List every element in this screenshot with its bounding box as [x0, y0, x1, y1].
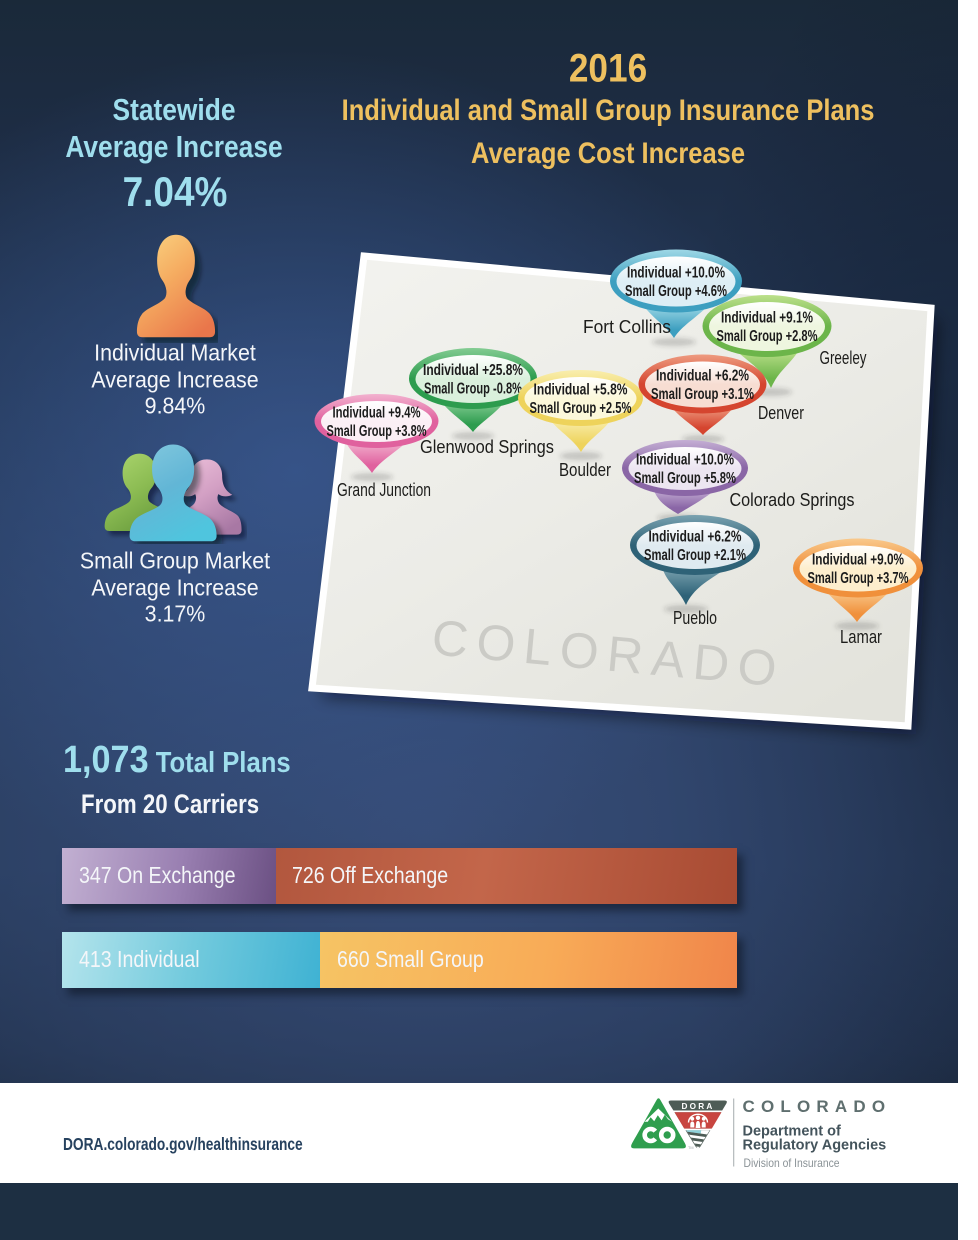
svg-text:Small Group +5.8%: Small Group +5.8%	[634, 470, 736, 487]
svg-text:Individual +9.4%: Individual +9.4%	[333, 405, 421, 422]
svg-text:Boulder: Boulder	[559, 460, 611, 480]
svg-text:Small Group +3.8%: Small Group +3.8%	[327, 423, 427, 440]
svg-text:Fort Collins: Fort Collins	[583, 317, 671, 337]
svg-text:Individual +9.0%: Individual +9.0%	[812, 552, 904, 569]
svg-text:DORA: DORA	[682, 1102, 715, 1111]
svg-text:COLORADO: COLORADO	[743, 1097, 892, 1116]
svg-text:Colorado Springs: Colorado Springs	[730, 490, 855, 510]
svg-text:Individual +10.0%: Individual +10.0%	[627, 265, 725, 282]
svg-text:TM: TM	[688, 1146, 693, 1150]
svg-text:Pueblo: Pueblo	[673, 608, 717, 628]
svg-text:Small Group +3.1%: Small Group +3.1%	[651, 386, 754, 403]
svg-text:Small Group +2.1%: Small Group +2.1%	[644, 547, 746, 564]
svg-text:Individual +25.8%: Individual +25.8%	[423, 362, 523, 379]
svg-text:Lamar: Lamar	[840, 627, 882, 647]
svg-text:Individual +6.2%: Individual +6.2%	[649, 529, 742, 546]
svg-text:Small Group +2.5%: Small Group +2.5%	[530, 400, 632, 417]
svg-text:Individual +9.1%: Individual +9.1%	[721, 310, 813, 327]
svg-text:Greeley: Greeley	[820, 348, 867, 368]
svg-text:Individual +5.8%: Individual +5.8%	[534, 382, 628, 399]
svg-text:Glenwood Springs: Glenwood Springs	[420, 437, 554, 457]
svg-text:Small Group +4.6%: Small Group +4.6%	[625, 283, 727, 300]
svg-text:Individual +6.2%: Individual +6.2%	[656, 368, 749, 385]
svg-text:Regulatory Agencies: Regulatory Agencies	[743, 1138, 887, 1154]
svg-text:Individual +10.0%: Individual +10.0%	[636, 452, 734, 469]
svg-text:Small Group +2.8%: Small Group +2.8%	[717, 328, 818, 345]
svg-text:Division of Insurance: Division of Insurance	[744, 1156, 840, 1170]
svg-text:Denver: Denver	[758, 403, 804, 423]
svg-text:Department of: Department of	[743, 1124, 841, 1140]
svg-text:Small Group +3.7%: Small Group +3.7%	[808, 570, 909, 587]
svg-text:Small Group -0.8%: Small Group -0.8%	[424, 381, 522, 398]
svg-text:Grand Junction: Grand Junction	[337, 480, 431, 500]
